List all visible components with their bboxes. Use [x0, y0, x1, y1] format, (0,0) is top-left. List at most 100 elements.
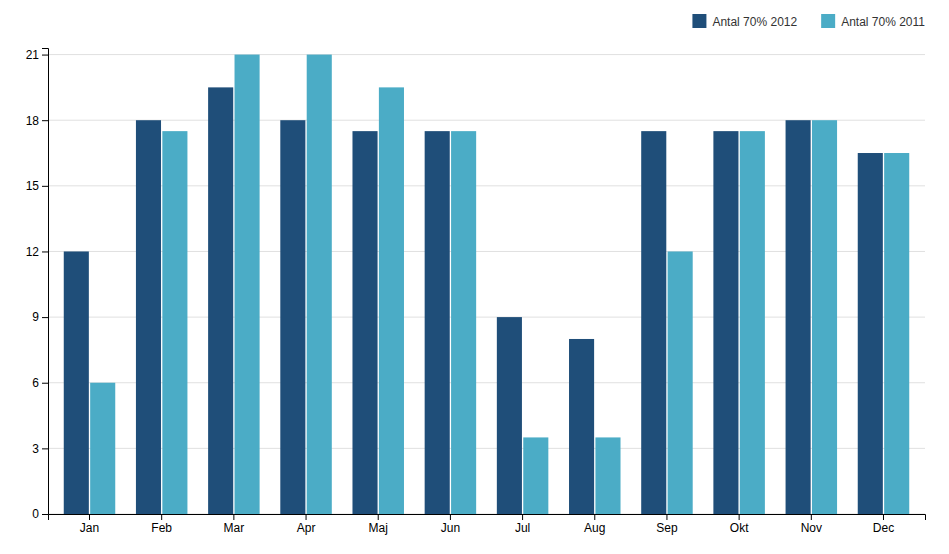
y-tick-mark: [42, 383, 48, 384]
y-tick-mark: [42, 448, 48, 449]
x-tick-label: Jun: [441, 521, 460, 535]
y-tick: 15: [26, 179, 48, 193]
x-tick-mark: [233, 514, 234, 520]
x-tick-label: Maj: [369, 521, 388, 535]
y-tick-label: 3: [32, 442, 39, 456]
y-tick-label: 9: [32, 310, 39, 324]
x-tick-mark: [378, 514, 379, 520]
x-tick: Jan: [80, 514, 99, 535]
x-tick: Feb: [151, 514, 172, 535]
bar: [569, 339, 594, 514]
y-tick-label: 15: [26, 179, 40, 193]
bar: [352, 131, 377, 514]
legend-label: Antal 70% 2012: [712, 15, 797, 29]
bar: [641, 131, 666, 514]
bar: [379, 87, 404, 514]
bar: [858, 153, 883, 514]
y-tick-label: 6: [32, 376, 39, 390]
y-tick: 18: [26, 114, 48, 128]
bar: [280, 120, 305, 514]
y-tick-mark: [42, 514, 48, 515]
chart: 0 3 6 9 12 15 18 21 Jan Feb Mar Apr Maj Jun Jul Aug Sep O…: [0, 0, 949, 554]
x-tick: Sep: [656, 514, 678, 535]
y-tick-mark: [42, 186, 48, 187]
grid-line: [48, 54, 925, 55]
bar: [497, 317, 522, 514]
y-tick-label: 21: [26, 48, 40, 62]
y-tick-mark: [42, 251, 48, 252]
bar: [64, 251, 89, 514]
y-tick: 21: [26, 48, 48, 62]
bar: [307, 55, 332, 514]
bar: [208, 87, 233, 514]
x-tick-mark: [666, 514, 667, 520]
x-tick: Dec: [873, 514, 894, 535]
legend: Antal 70% 2012 Antal 70% 2011: [692, 14, 925, 29]
plot: 0 3 6 9 12 15 18 21 Jan Feb Mar Apr Maj Jun Jul Aug Sep O…: [26, 48, 926, 535]
y-tick-label: 0: [32, 507, 39, 521]
bar: [786, 120, 811, 514]
x-tick: Okt: [730, 514, 749, 535]
x-tick-mark: [306, 514, 307, 520]
bar: [451, 131, 476, 514]
bar: [668, 251, 693, 514]
bar-series: [64, 87, 883, 514]
bar: [884, 153, 909, 514]
x-tick-mark: [594, 514, 595, 520]
bar: [812, 120, 837, 514]
x-tick-mark: [811, 514, 812, 520]
y-tick-mark: [42, 120, 48, 121]
x-tick: Mar: [224, 514, 245, 535]
bar: [713, 131, 738, 514]
x-tick-mark: [739, 514, 740, 520]
y-tick-label: 12: [26, 245, 40, 259]
legend-label: Antal 70% 2011: [841, 15, 925, 29]
x-tick-mark: [161, 514, 162, 520]
y-tick: 3: [32, 442, 48, 456]
y-tick: 6: [32, 376, 48, 390]
x-tick-mark: [522, 514, 523, 520]
y-axis: 0 3 6 9 12 15 18 21: [26, 48, 49, 521]
x-tick-label: Jul: [515, 521, 530, 535]
y-tick-mark: [42, 55, 48, 56]
bar: [595, 437, 620, 514]
x-tick: Jun: [441, 514, 460, 535]
y-axis-line: [42, 49, 49, 515]
legend-swatch: [692, 14, 706, 28]
x-tick-label: Nov: [801, 521, 822, 535]
y-tick: 9: [32, 310, 48, 324]
x-tick-label: Apr: [297, 521, 316, 535]
x-tick-label: Dec: [873, 521, 894, 535]
x-axis-line: [49, 515, 926, 521]
x-tick-mark: [883, 514, 884, 520]
legend-item: Antal 70% 2012: [692, 14, 797, 29]
x-tick-label: Jan: [80, 521, 99, 535]
x-tick-label: Aug: [584, 521, 605, 535]
bar: [90, 383, 115, 514]
legend-swatch: [821, 14, 835, 28]
bar: [136, 120, 161, 514]
legend-item: Antal 70% 2011: [821, 14, 925, 29]
y-tick-label: 18: [26, 114, 40, 128]
y-tick: 12: [26, 245, 48, 259]
x-tick-mark: [450, 514, 451, 520]
x-tick: Nov: [801, 514, 822, 535]
x-tick-label: Okt: [730, 521, 749, 535]
x-tick: Maj: [369, 514, 388, 535]
bar: [235, 55, 260, 514]
x-tick-label: Feb: [151, 521, 172, 535]
y-tick: 0: [32, 507, 48, 521]
x-axis: Jan Feb Mar Apr Maj Jun Jul Aug Sep Okt Nov Dec: [49, 514, 926, 535]
bar: [740, 131, 765, 514]
x-tick: Jul: [515, 514, 530, 535]
x-tick-mark: [89, 514, 90, 520]
x-tick-label: Sep: [656, 521, 678, 535]
bars: [64, 55, 909, 514]
bar: [523, 437, 548, 514]
x-tick: Apr: [297, 514, 316, 535]
x-tick-label: Mar: [224, 521, 245, 535]
x-tick: Aug: [584, 514, 605, 535]
grid: [48, 55, 925, 514]
bar: [162, 131, 187, 514]
bar-series: [90, 55, 909, 514]
